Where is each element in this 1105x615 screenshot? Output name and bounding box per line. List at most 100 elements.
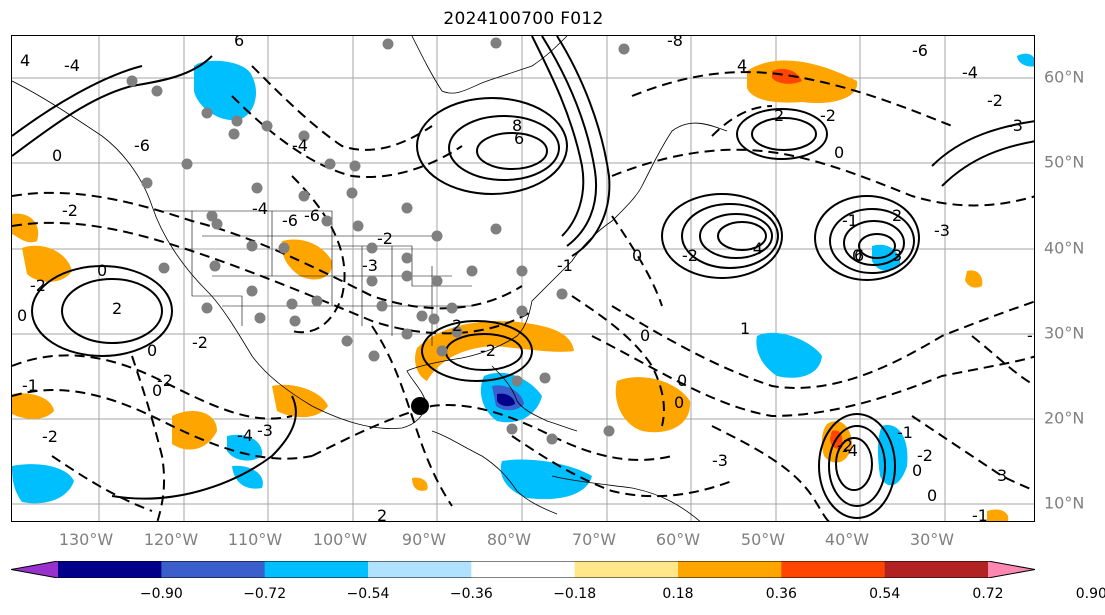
negative-anomaly-region (1017, 53, 1034, 67)
contour-label: 0 (632, 246, 642, 265)
contour-solid (858, 233, 896, 259)
colorbar-segment (58, 561, 162, 578)
contour-label: 1 (740, 319, 750, 338)
contour-dashed (231, 95, 463, 178)
contour-dashed (131, 355, 166, 521)
lon-label: 130°W (58, 530, 114, 549)
station-dot (431, 230, 443, 242)
station-dot (401, 270, 413, 282)
contour-solid (717, 221, 767, 251)
lon-label: 80°W (486, 530, 532, 549)
contour-label: -3 (1007, 116, 1023, 135)
positive-anomaly-region (272, 384, 328, 418)
contour-label: -8 (667, 36, 683, 50)
lat-label: 50°N (1044, 152, 1085, 172)
contour-label: -3 (257, 421, 273, 440)
map-canvas: 4 -46 -8-6-48-446-32 -2-60 0-2-202-4-6 -6-3-2… (12, 36, 1034, 521)
colorbar-tick-label: 0.36 (765, 586, 797, 602)
contour-label: -2 (62, 201, 78, 220)
station-dot (490, 37, 502, 49)
contour-label: 0 (834, 143, 844, 162)
station-dot (346, 187, 358, 199)
station-dot (401, 202, 413, 214)
station-dot (546, 433, 558, 445)
contour-label: -1 (897, 423, 913, 442)
positive-anomaly-region (987, 509, 1009, 521)
contour-label: -2 (987, 91, 1003, 110)
station-dot (618, 43, 630, 55)
contour-dashed (371, 325, 453, 507)
contour-label: 2 (452, 316, 462, 335)
contour-dashed (711, 425, 830, 521)
station-dot (201, 107, 213, 119)
station-dot (289, 315, 301, 327)
station-dot (261, 120, 273, 132)
contour-dashed (511, 435, 733, 498)
lat-label: 10°N (1044, 493, 1085, 513)
lon-label: 60°W (655, 530, 701, 549)
colorbar-tick-label: 0.72 (972, 586, 1004, 602)
contour-solid (421, 320, 533, 382)
lat-label: 30°N (1044, 323, 1085, 343)
coastlines (12, 36, 728, 521)
contour-solid (931, 120, 1034, 167)
station-dot (366, 275, 378, 287)
station-dot (341, 335, 353, 347)
lat-label: 20°N (1044, 408, 1085, 428)
contour-label: 8 (512, 116, 522, 135)
contour-label: 2 (774, 106, 784, 125)
station-dot (209, 260, 221, 272)
station-dot (324, 158, 336, 170)
station-dot (436, 345, 448, 357)
lon-label: 70°W (571, 530, 617, 549)
colorbar-tick-label: −0.72 (243, 586, 287, 602)
station-dot (556, 288, 568, 300)
station-dot (181, 158, 193, 170)
positive-anomaly-region (965, 270, 983, 288)
contour-label: -2 (820, 106, 836, 125)
station-dot (298, 190, 310, 202)
contour-solid (111, 395, 297, 500)
contour-solid (476, 132, 548, 170)
coastline-central-america (431, 430, 558, 515)
contour-label: 2 (892, 206, 902, 225)
contour-dashed (611, 300, 1034, 389)
station-dot (321, 215, 333, 227)
contour-label: -4 (237, 426, 253, 445)
station-dot (506, 423, 518, 435)
contour-label: 6 (854, 246, 864, 265)
contour-label: -4 (842, 441, 858, 460)
station-dot (511, 375, 523, 387)
contour-solid (531, 36, 585, 237)
contour-solid (541, 36, 597, 247)
contour-dashed (611, 215, 663, 307)
colorbar (11, 561, 1035, 578)
contour-solid (681, 203, 779, 269)
colorbar-tick-label: 0.18 (662, 586, 694, 602)
contour-dashed (51, 455, 153, 512)
station-dot (366, 242, 378, 254)
contour-label: -2 (157, 371, 173, 390)
contour-solid (12, 55, 213, 157)
station-dot (466, 265, 478, 277)
contour-label: -6 (912, 41, 928, 60)
contour-solid (736, 108, 828, 160)
contour-label: 3 (997, 466, 1007, 485)
contour-label: -4 (962, 63, 978, 82)
contour-label: -2 (42, 427, 58, 446)
contour-label: 0 (640, 326, 650, 345)
contour-label: 4 (737, 56, 747, 75)
positive-anomaly-region (22, 245, 72, 282)
contour-dashed (631, 71, 953, 127)
contour-solid (828, 425, 886, 507)
station-dot (446, 302, 458, 314)
colorbar-segment (161, 561, 266, 578)
station-dot (368, 350, 380, 362)
shaded-anomalies (12, 53, 1034, 521)
contour-label: -4 (747, 239, 763, 258)
contour-label: 0 (677, 371, 687, 390)
lon-label: 90°W (401, 530, 447, 549)
contour-label: -3 (712, 451, 728, 470)
positive-anomaly-region (412, 477, 428, 491)
colorbar-segment (781, 561, 886, 578)
